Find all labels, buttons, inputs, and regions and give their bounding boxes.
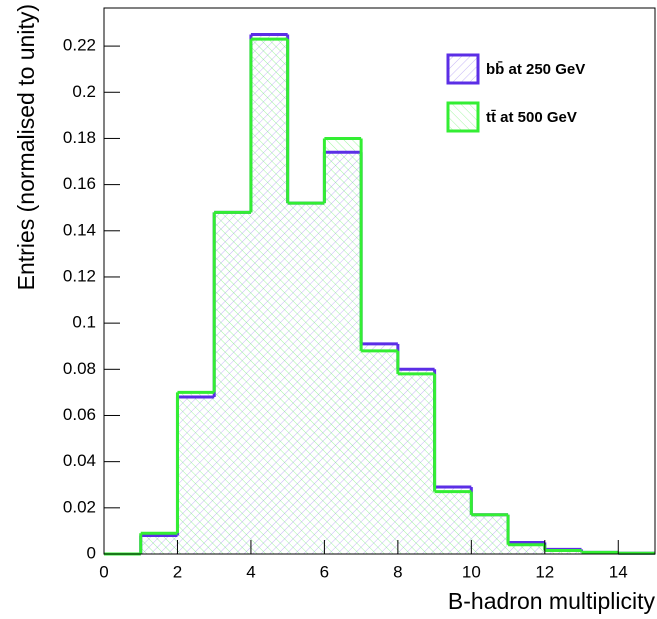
y-tick-label: 0.06 (63, 405, 96, 424)
histogram-bar (214, 212, 251, 554)
legend-text: bb̄ at 250 GeV (486, 60, 585, 78)
y-tick-label: 0.18 (63, 128, 96, 147)
y-axis-label: Entries (normalised to unity) (13, 4, 39, 290)
x-tick-label: 4 (246, 562, 255, 581)
x-tick-label: 12 (535, 562, 554, 581)
plot-frame (103, 7, 656, 555)
histogram-bar (544, 550, 582, 554)
y-tick-label: 0.08 (63, 359, 96, 378)
y-tick-label: 0 (87, 543, 96, 562)
y-tick-label: 0.12 (63, 266, 96, 285)
histogram-bar (287, 203, 325, 554)
histogram-bar (508, 544, 545, 554)
x-tick-label: 6 (320, 562, 329, 581)
x-tick-label: 0 (99, 562, 108, 581)
histogram-bar (324, 138, 362, 554)
y-tick-label: 0.04 (63, 451, 96, 470)
histogram-bar (361, 350, 398, 554)
y-tick-label: 0.16 (63, 174, 96, 193)
x-tick-label: 14 (609, 562, 628, 581)
histogram-bar (177, 392, 215, 554)
histogram-bar (140, 533, 178, 554)
legend-swatch (446, 101, 480, 133)
legend-swatch (446, 53, 480, 85)
y-tick-label: 0.14 (63, 220, 96, 239)
x-tick-label: 8 (393, 562, 402, 581)
legend-text: tt̄ at 500 GeV (486, 109, 577, 126)
histogram-bar (250, 39, 288, 555)
x-axis-label: B-hadron multiplicity (448, 588, 656, 614)
histogram-bar (397, 373, 435, 554)
histogram-bar (471, 514, 509, 554)
y-tick-label: 0.02 (63, 497, 96, 516)
y-tick-label: 0.22 (63, 36, 96, 55)
x-tick-label: 10 (462, 562, 481, 581)
histogram-bar (434, 491, 472, 554)
y-tick-label: 0.1 (72, 313, 96, 332)
x-tick-label: 2 (173, 562, 182, 581)
y-tick-label: 0.2 (72, 82, 96, 101)
